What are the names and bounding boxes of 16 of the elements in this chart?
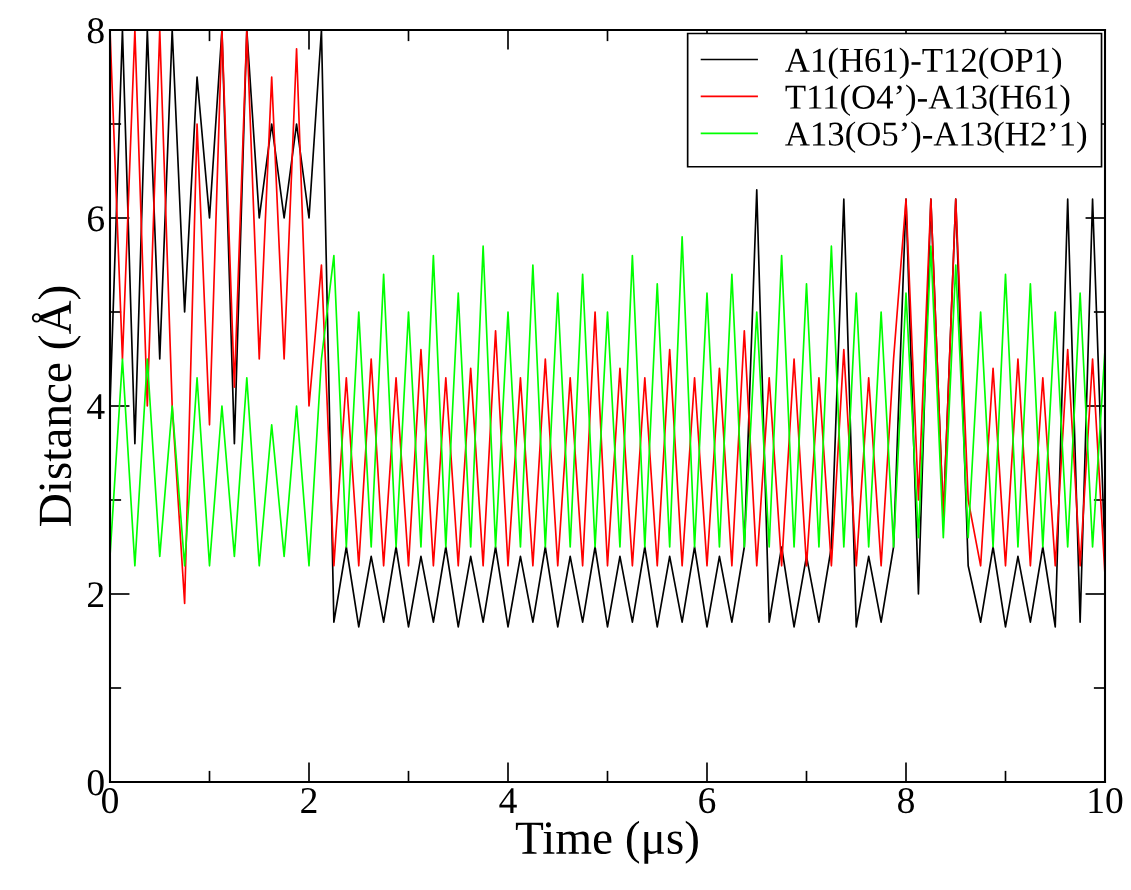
y-tick-label: 4 <box>87 394 105 420</box>
y-tick-label: 0 <box>87 770 104 796</box>
legend-label: T11(O4’)-A13(H61) <box>785 84 1070 116</box>
y-tick-label: 2 <box>88 582 104 608</box>
legend-label: A1(H61)-T12(OP1) <box>785 47 1062 80</box>
x-tick-label: 6 <box>699 788 716 814</box>
x-tick-label: 4 <box>499 788 517 813</box>
x-tick-label: 10 <box>1089 787 1123 814</box>
y-axis-title: Distance (Å) <box>31 286 81 526</box>
y-tick-label: 8 <box>87 18 104 44</box>
line-series <box>110 235 1105 567</box>
x-tick-label: 8 <box>898 787 914 814</box>
y-tick-label: 6 <box>88 206 105 232</box>
x-tick-label: 2 <box>301 788 317 813</box>
legend-label: A13(O5’)-A13(H2’1) <box>785 121 1087 153</box>
x-axis-title: Time (μs) <box>515 820 698 864</box>
